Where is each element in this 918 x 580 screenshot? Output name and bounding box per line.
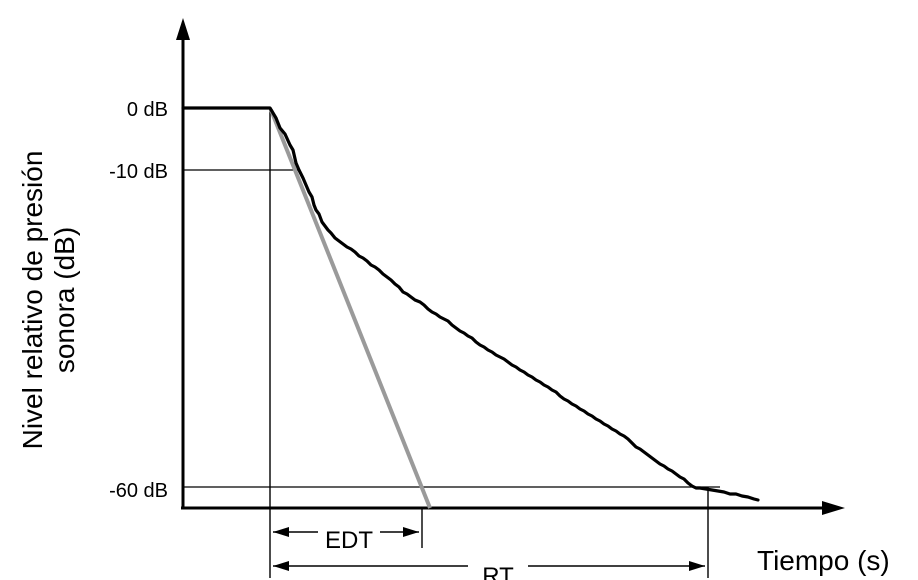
rt-label: RT — [482, 563, 514, 580]
y-tick-minus-60db: -60 dB — [109, 480, 168, 502]
y-tick-minus-10db: -10 dB — [109, 161, 168, 183]
decay-curve — [181, 106, 760, 502]
x-axis-arrow — [822, 501, 845, 515]
rt-label-bg — [468, 556, 528, 580]
y-axis-label-line1: Nivel relativo de presión — [17, 151, 48, 450]
edt-label: EDT — [325, 527, 373, 554]
y-axis-arrow — [176, 18, 190, 40]
y-axis-label-line2: sonora (dB) — [49, 227, 80, 373]
edt-slope-line — [269, 109, 432, 509]
y-tick-0db: 0 dB — [127, 99, 168, 121]
edt-label-bg — [318, 520, 380, 554]
x-axis-label: Tiempo (s) — [757, 545, 890, 576]
